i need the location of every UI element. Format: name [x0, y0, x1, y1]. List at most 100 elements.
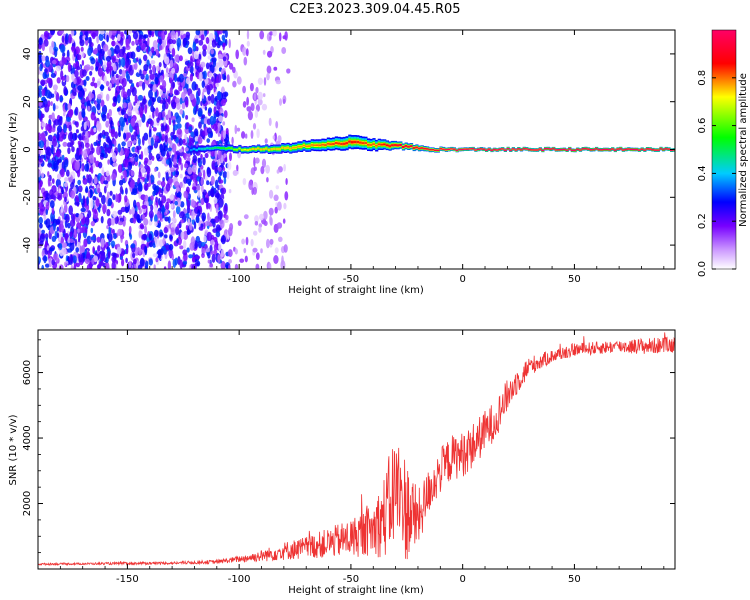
noise-speck — [191, 81, 197, 91]
noise-speck — [198, 172, 203, 177]
noise-speck — [150, 137, 154, 147]
noise-speck — [136, 126, 140, 135]
noise-speck — [189, 242, 195, 251]
noise-speck — [85, 76, 90, 81]
noise-speck — [117, 164, 123, 173]
noise-speck — [140, 42, 146, 50]
noise-speck — [168, 248, 174, 258]
ridge-cell — [570, 149, 574, 151]
noise-speck — [190, 175, 194, 181]
noise-speck — [167, 109, 172, 120]
noise-speck — [103, 61, 107, 71]
spectrogram-y-tick-label: -40 — [22, 237, 33, 253]
noise-speck — [38, 233, 41, 238]
noise-speck — [147, 158, 153, 166]
noise-speck — [59, 161, 62, 170]
noise-speck — [137, 218, 142, 224]
ridge-cell — [267, 149, 271, 151]
noise-speck — [283, 244, 288, 253]
noise-speck — [231, 136, 234, 145]
noise-speck — [146, 165, 151, 175]
noise-speck — [207, 95, 212, 101]
noise-speck — [205, 37, 210, 44]
noise-speck — [112, 162, 118, 167]
noise-speck — [139, 69, 142, 76]
noise-speck — [228, 189, 232, 194]
noise-speck — [75, 247, 79, 253]
noise-speck — [162, 133, 165, 139]
noise-speck — [58, 30, 64, 35]
noise-speck — [183, 87, 187, 97]
ridge-cell — [573, 149, 577, 151]
noise-speck — [196, 59, 201, 67]
noise-speck — [252, 123, 257, 130]
noise-speck — [105, 256, 109, 264]
noise-speck — [253, 93, 257, 101]
noise-speck — [134, 94, 138, 104]
noise-speck — [69, 109, 74, 116]
noise-speck — [272, 30, 277, 37]
noise-speck — [107, 218, 112, 227]
noise-speck — [192, 42, 197, 52]
noise-speck — [217, 53, 223, 59]
noise-speck — [74, 69, 79, 78]
ridge-cell — [324, 144, 328, 146]
noise-speck — [211, 76, 214, 82]
noise-speck — [87, 191, 91, 198]
noise-speck — [96, 145, 101, 156]
page-title: C2E3.2023.309.04.45.R05 — [289, 2, 461, 17]
noise-speck — [257, 91, 263, 101]
noise-speck — [116, 246, 122, 255]
ridge-cell — [342, 142, 347, 145]
ridge-cell — [557, 149, 561, 151]
noise-speck — [90, 93, 95, 99]
ridge-cell — [198, 148, 202, 150]
noise-speck — [108, 140, 113, 150]
noise-speck — [189, 73, 193, 82]
noise-speck — [45, 150, 51, 160]
noise-speck — [189, 61, 194, 67]
noise-speck — [207, 55, 212, 60]
noise-speck — [175, 226, 180, 236]
ridge-cell — [576, 148, 580, 150]
noise-speck — [117, 228, 123, 237]
noise-speck — [159, 99, 164, 104]
noise-speck — [139, 257, 145, 267]
noise-speck — [82, 177, 88, 185]
ridge-cell — [565, 149, 569, 151]
noise-speck — [209, 115, 215, 126]
ridge-cell — [257, 147, 261, 149]
ridge-cell — [235, 149, 239, 151]
ridge-cell — [533, 149, 537, 151]
noise-speck — [208, 32, 214, 42]
ridge-cell — [412, 147, 416, 149]
noise-speck — [219, 108, 224, 115]
noise-speck — [68, 124, 72, 132]
noise-speck — [255, 263, 260, 269]
noise-speck — [144, 104, 148, 114]
noise-speck — [268, 117, 272, 127]
noise-speck — [153, 140, 159, 149]
noise-speck — [73, 63, 76, 68]
ridge-cell — [372, 143, 376, 145]
noise-speck — [228, 227, 233, 237]
noise-speck — [124, 30, 128, 35]
ridge-cell — [294, 146, 298, 149]
noise-speck — [154, 204, 158, 214]
noise-speck — [276, 222, 283, 229]
noise-speck — [64, 177, 69, 182]
noise-speck — [189, 222, 193, 231]
ridge-cell — [265, 147, 269, 150]
noise-speck — [56, 131, 60, 141]
noise-speck — [93, 176, 98, 185]
noise-speck — [96, 78, 102, 88]
noise-speck — [131, 40, 135, 46]
noise-speck — [213, 243, 218, 251]
noise-speck — [260, 166, 265, 175]
noise-speck — [136, 145, 142, 150]
ridge-cell — [348, 140, 352, 143]
ridge-cell — [219, 147, 223, 149]
noise-speck — [188, 193, 191, 200]
noise-speck — [38, 216, 43, 225]
noise-speck — [235, 49, 239, 60]
